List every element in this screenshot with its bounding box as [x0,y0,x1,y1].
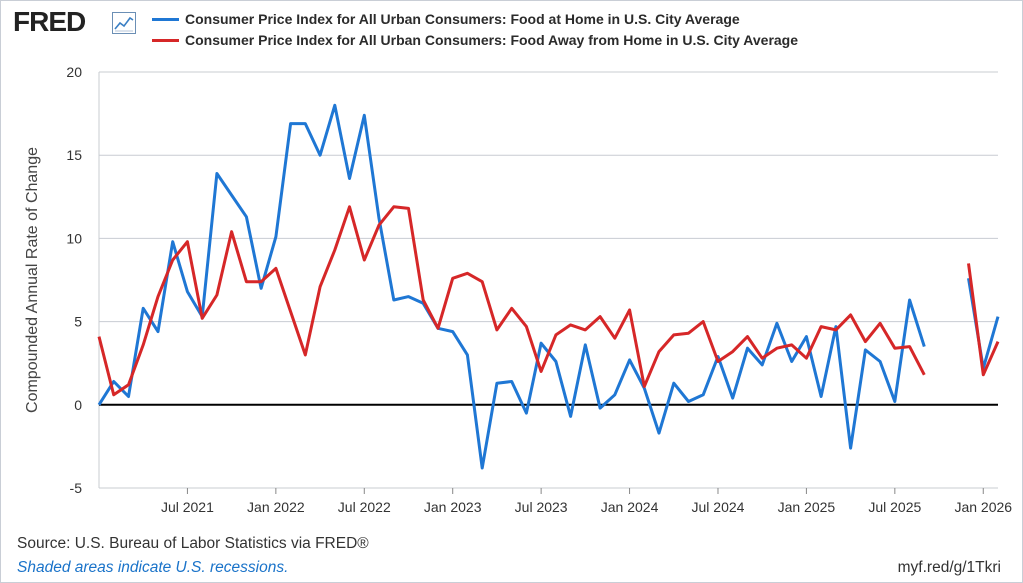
source-note: Source: U.S. Bureau of Labor Statistics … [17,535,369,552]
x-tick-label: Jan 2026 [954,499,1012,515]
y-tick-label: 20 [66,64,82,80]
legend-item-food-at-home[interactable]: Consumer Price Index for All Urban Consu… [152,11,740,27]
y-tick-label: -5 [70,480,83,496]
x-tick-label: Jan 2022 [247,499,305,515]
trend-line-icon [112,12,136,34]
legend-label-food-at-home: Consumer Price Index for All Urban Consu… [185,11,740,27]
recession-note: Shaded areas indicate U.S. recessions. [17,559,289,576]
y-tick-label: 10 [66,230,82,246]
x-tick-label: Jan 2023 [424,499,482,515]
x-tick-label: Jul 2025 [868,499,921,515]
y-tick-label: 0 [74,397,82,413]
series-lines [97,103,1000,470]
x-tick-label: Jul 2022 [338,499,391,515]
legend-swatch-food-away [152,38,179,42]
short-url-link[interactable]: myf.red/g/1Tkri [897,559,1001,576]
fred-logo[interactable]: FRED [13,6,86,37]
series-line-food-away[interactable] [97,205,926,397]
series-line-food-at-home[interactable] [97,103,926,470]
x-tick-label: Jul 2021 [161,499,214,515]
y-axis-title: Compounded Annual Rate of Change [24,147,41,413]
series-line-food-away[interactable] [967,263,1000,377]
y-tick-label: 15 [66,147,82,163]
x-tick-label: Jan 2024 [601,499,659,515]
legend-item-food-away[interactable]: Consumer Price Index for All Urban Consu… [152,32,798,48]
x-tick-label: Jul 2023 [515,499,568,515]
legend-swatch-food-at-home [152,17,179,21]
grid-lines [98,71,998,489]
chart-plot: -5 0 5 10 15 20 Jul 2021 Jan 2022 Jul 2022 Jan 2… [24,64,1012,515]
x-tick-labels: Jul 2021 Jan 2022 Jul 2022 Jan 2023 Jul 2023… [161,488,1012,515]
legend-label-food-away: Consumer Price Index for All Urban Consu… [185,32,799,48]
x-tick-label: Jan 2025 [778,499,836,515]
y-tick-label: 5 [74,314,82,330]
y-tick-labels: -5 0 5 10 15 20 [66,64,82,496]
x-tick-label: Jul 2024 [692,499,745,515]
